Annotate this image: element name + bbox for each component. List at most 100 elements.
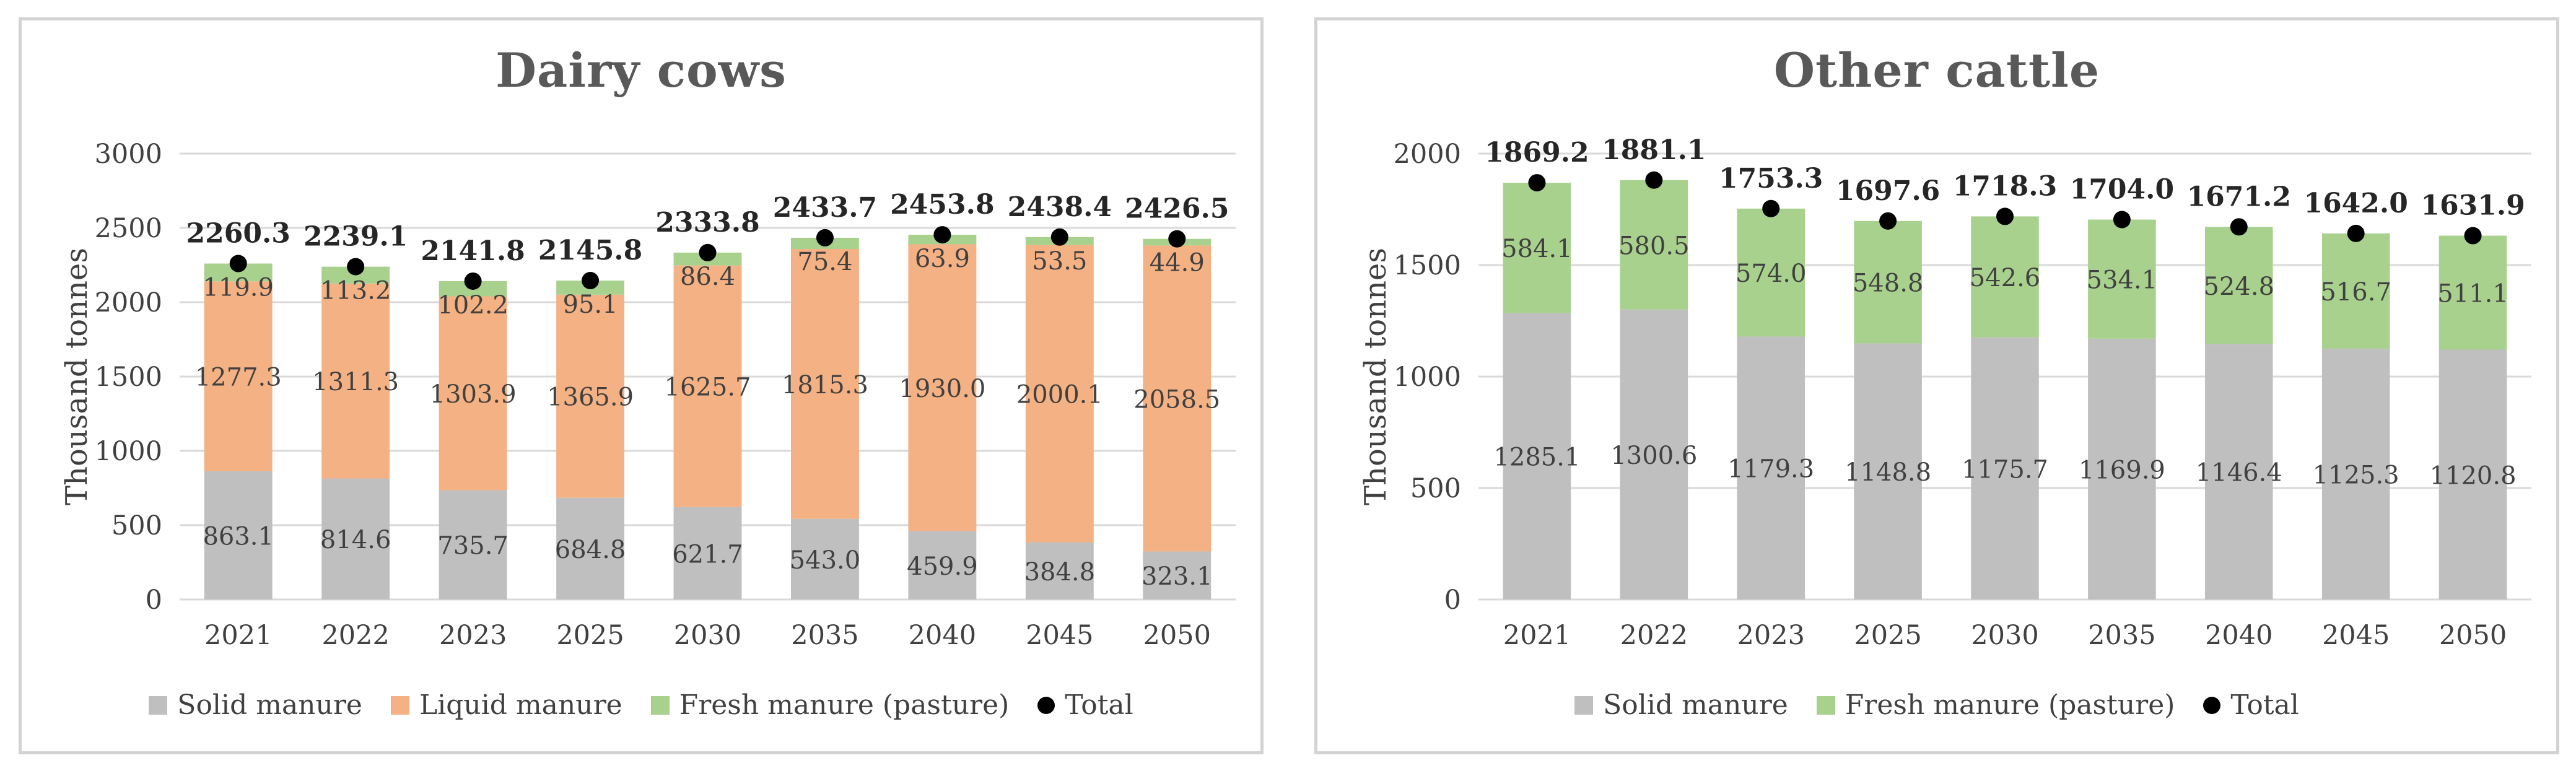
bar-segment bbox=[1025, 542, 1094, 599]
bar-segment bbox=[2205, 227, 2273, 344]
x-tick-label: 2035 bbox=[2088, 620, 2155, 651]
x-tick-label: 2021 bbox=[204, 620, 272, 651]
data-label: 1815.3 bbox=[782, 371, 868, 399]
x-tick-label: 2023 bbox=[439, 620, 507, 651]
y-tick-label: 0 bbox=[146, 585, 162, 616]
data-label: 119.9 bbox=[203, 274, 274, 302]
bar-segment bbox=[1503, 313, 1571, 599]
bar-segment bbox=[1854, 220, 1922, 344]
legend-item-total: Total bbox=[1037, 689, 1133, 721]
bar-segment bbox=[1143, 245, 1212, 552]
y-tick-label: 2000 bbox=[1394, 139, 1461, 170]
x-tick-label: 2050 bbox=[1143, 620, 1211, 651]
data-label: 102.2 bbox=[437, 291, 509, 320]
total-marker bbox=[1996, 207, 2014, 225]
data-label: 1930.0 bbox=[899, 375, 985, 403]
data-label: 621.7 bbox=[672, 540, 743, 569]
bar-segment bbox=[1620, 309, 1688, 599]
data-label: 86.4 bbox=[680, 263, 735, 291]
total-marker bbox=[1528, 174, 1546, 192]
data-label: 1285.1 bbox=[1493, 443, 1580, 472]
legend-item-total: Total bbox=[2203, 689, 2299, 721]
legend-label: Fresh manure (pasture) bbox=[679, 689, 1010, 721]
legend-item-solid: Solid manure bbox=[1574, 689, 1788, 721]
data-label: 511.1 bbox=[2437, 280, 2508, 308]
bar-segment bbox=[791, 518, 859, 599]
data-label: 684.8 bbox=[555, 536, 626, 564]
total-marker bbox=[1762, 199, 1780, 217]
bar-segment bbox=[1025, 245, 1094, 543]
bar-segment bbox=[2321, 348, 2390, 599]
legend-swatch-fresh bbox=[650, 695, 670, 715]
dairy-cows-chart: 0 500 1000 1500 2000 2500 3000 Thousand tonnes 8… bbox=[59, 139, 1236, 651]
bar-segment bbox=[791, 249, 859, 519]
bar-segment bbox=[2321, 233, 2390, 349]
x-tick-label: 2040 bbox=[909, 620, 976, 651]
chart-legend: Solid manure Fresh manure (pasture) Tota… bbox=[1317, 689, 2556, 721]
bar-segment bbox=[556, 294, 624, 498]
total-marker bbox=[464, 272, 482, 290]
total-label: 1718.3 bbox=[1953, 170, 2057, 202]
legend-swatch-liquid bbox=[390, 695, 409, 715]
x-tick-label: 2045 bbox=[2322, 620, 2390, 651]
x-tick-label: 2050 bbox=[2439, 620, 2507, 651]
total-label: 1642.0 bbox=[2303, 188, 2408, 219]
chart-title: Other cattle bbox=[1773, 43, 2100, 98]
y-tick-label: 1000 bbox=[1394, 362, 1461, 393]
bar-segment bbox=[2438, 235, 2507, 350]
bar-segment bbox=[908, 531, 977, 599]
legend-marker-total bbox=[1037, 696, 1055, 714]
legend-label: Fresh manure (pasture) bbox=[1845, 689, 2175, 721]
data-label: 1365.9 bbox=[547, 383, 634, 412]
total-marker bbox=[2464, 227, 2482, 245]
legend-item-solid: Solid manure bbox=[149, 689, 362, 721]
total-marker bbox=[699, 243, 717, 261]
y-tick-label: 2500 bbox=[95, 213, 162, 244]
total-label: 2426.5 bbox=[1125, 193, 1229, 225]
data-label: 1148.8 bbox=[1845, 458, 1931, 487]
y-tick-label: 1000 bbox=[95, 436, 162, 467]
bar-segment bbox=[439, 296, 507, 490]
total-marker bbox=[229, 255, 247, 272]
total-label: 2141.8 bbox=[421, 235, 525, 267]
legend-item-fresh: Fresh manure (pasture) bbox=[1816, 689, 2175, 721]
data-label: 1120.8 bbox=[2430, 461, 2517, 490]
total-marker bbox=[1645, 171, 1663, 189]
bar-segment bbox=[439, 490, 507, 599]
data-label: 584.1 bbox=[1501, 235, 1573, 263]
data-label: 542.6 bbox=[1970, 264, 2041, 292]
data-label: 548.8 bbox=[1853, 269, 1924, 298]
x-tick-label: 2022 bbox=[321, 620, 389, 651]
bar-segment bbox=[1143, 551, 1212, 599]
data-label: 63.9 bbox=[915, 245, 970, 273]
y-axis-title: Thousand tonnes bbox=[1358, 248, 1393, 505]
data-label: 580.5 bbox=[1618, 232, 1690, 260]
x-tick-label: 2022 bbox=[1620, 620, 1688, 651]
y-tick-label: 1500 bbox=[1394, 250, 1461, 281]
bar-segment bbox=[1971, 216, 2039, 338]
total-marker bbox=[933, 226, 951, 244]
data-label: 44.9 bbox=[1150, 249, 1205, 277]
data-label: 53.5 bbox=[1032, 247, 1087, 276]
total-label: 2433.7 bbox=[773, 192, 877, 224]
data-label: 534.1 bbox=[2087, 266, 2158, 295]
legend-item-fresh: Fresh manure (pasture) bbox=[650, 689, 1010, 721]
legend-swatch-solid bbox=[1574, 695, 1594, 715]
x-tick-label: 2030 bbox=[1971, 620, 2038, 651]
x-tick-label: 2025 bbox=[1854, 620, 1921, 651]
data-label: 1169.9 bbox=[2079, 456, 2165, 484]
total-label: 2453.8 bbox=[890, 189, 994, 220]
bar-segment bbox=[2088, 338, 2156, 599]
data-label: 459.9 bbox=[907, 552, 978, 581]
x-tick-label: 2045 bbox=[1026, 620, 1093, 651]
other-cattle-chart-panel: Other cattle 0 500 1000 1500 2000 Thousand to… bbox=[1314, 17, 2559, 754]
data-label: 75.4 bbox=[797, 248, 852, 276]
total-label: 1881.1 bbox=[1602, 134, 1706, 166]
bar-segment bbox=[673, 507, 742, 599]
x-tick-label: 2035 bbox=[791, 620, 858, 651]
total-label: 2145.8 bbox=[538, 235, 642, 266]
total-marker bbox=[2230, 218, 2248, 236]
data-label: 1311.3 bbox=[312, 368, 399, 396]
total-marker bbox=[816, 229, 834, 246]
legend-swatch-solid bbox=[149, 695, 168, 715]
